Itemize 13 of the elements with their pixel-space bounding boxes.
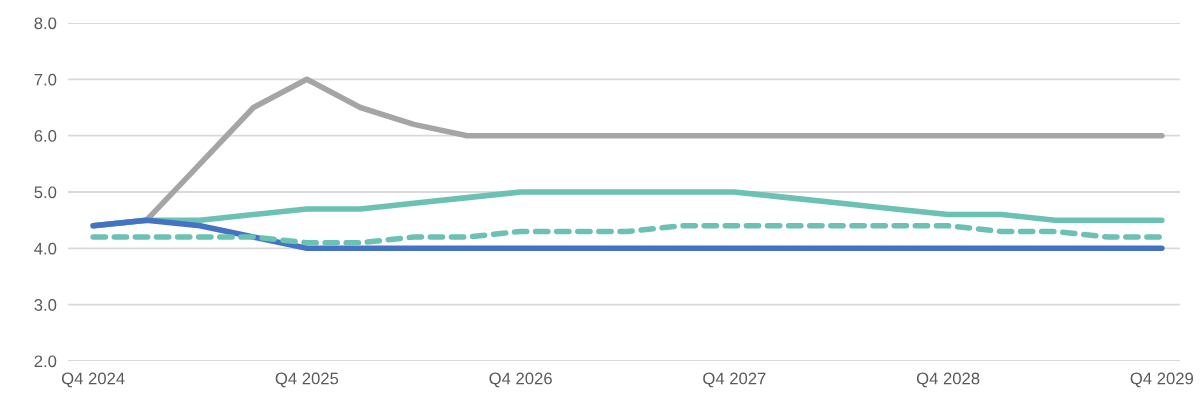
y-tick-label: 2.0 bbox=[34, 355, 57, 368]
y-tick-label: 5.0 bbox=[34, 186, 57, 199]
x-tick-label: Q4 2026 bbox=[489, 372, 552, 388]
x-tick-label: Q4 2024 bbox=[61, 372, 125, 388]
y-tick-label: 6.0 bbox=[34, 130, 57, 142]
x-tick-label: Q4 2028 bbox=[916, 372, 980, 388]
y-tick-label: 4.0 bbox=[34, 242, 57, 255]
x-tick-label: Q4 2029 bbox=[1130, 372, 1194, 388]
y-tick-label: 7.0 bbox=[34, 73, 57, 86]
x-tick-label: Q4 2025 bbox=[275, 372, 339, 388]
x-tick-label: Q4 2027 bbox=[703, 372, 766, 388]
y-tick-label: 8.0 bbox=[34, 17, 57, 30]
y-tick-label: 3.0 bbox=[34, 299, 57, 311]
